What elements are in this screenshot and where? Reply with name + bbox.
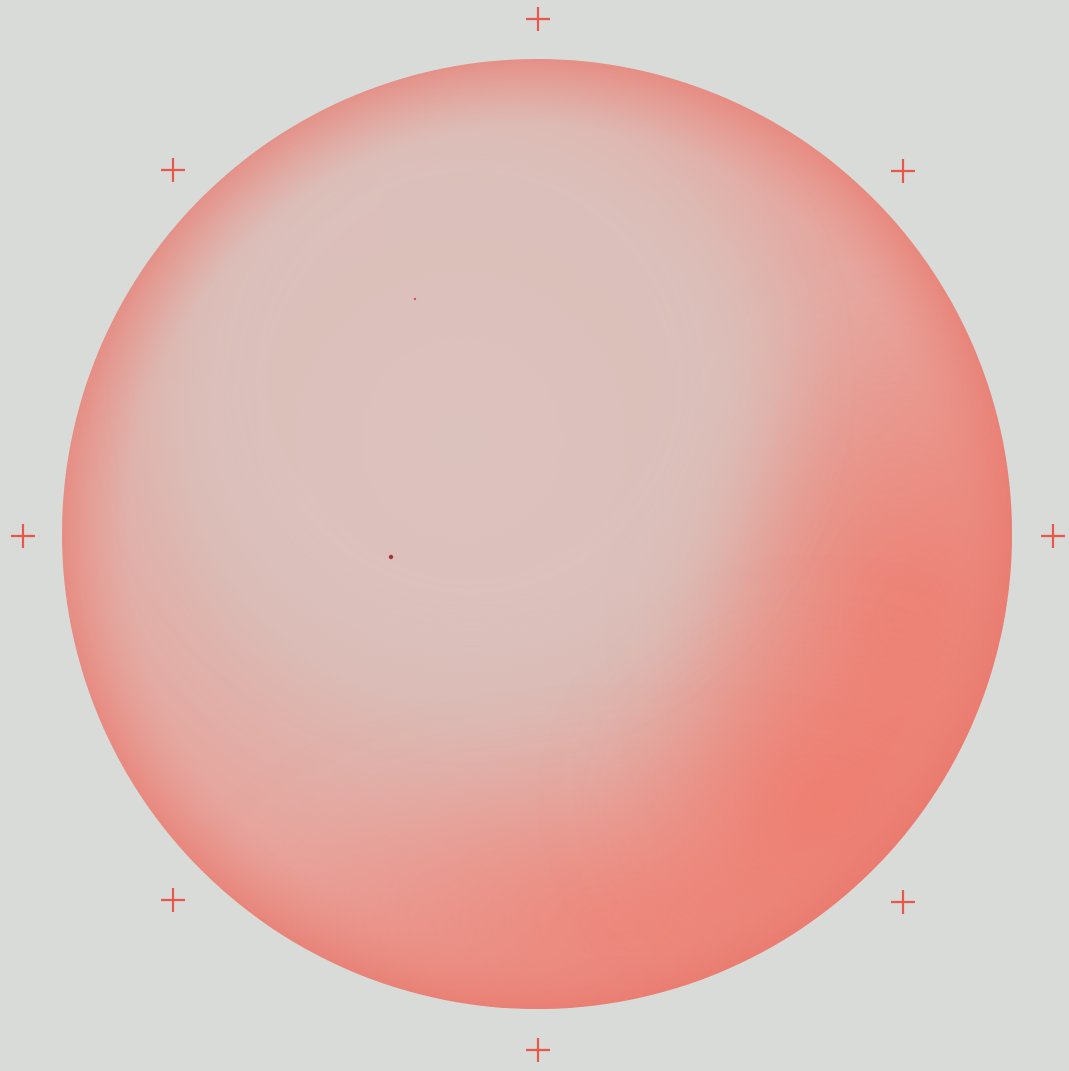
registration-cross-bottom [526,1038,550,1062]
center-speck [388,554,394,560]
red-disc [62,59,1012,1009]
registration-cross-top-right [891,159,915,183]
registration-cross-top-left [161,158,185,182]
registration-cross-top [526,7,550,31]
small-speck [413,297,417,301]
registration-cross-bottom-right [891,890,915,914]
registration-cross-right [1041,524,1065,548]
registration-marks [11,7,1065,1062]
registration-cross-left [11,524,35,548]
registration-cross-bottom-left [161,888,185,912]
